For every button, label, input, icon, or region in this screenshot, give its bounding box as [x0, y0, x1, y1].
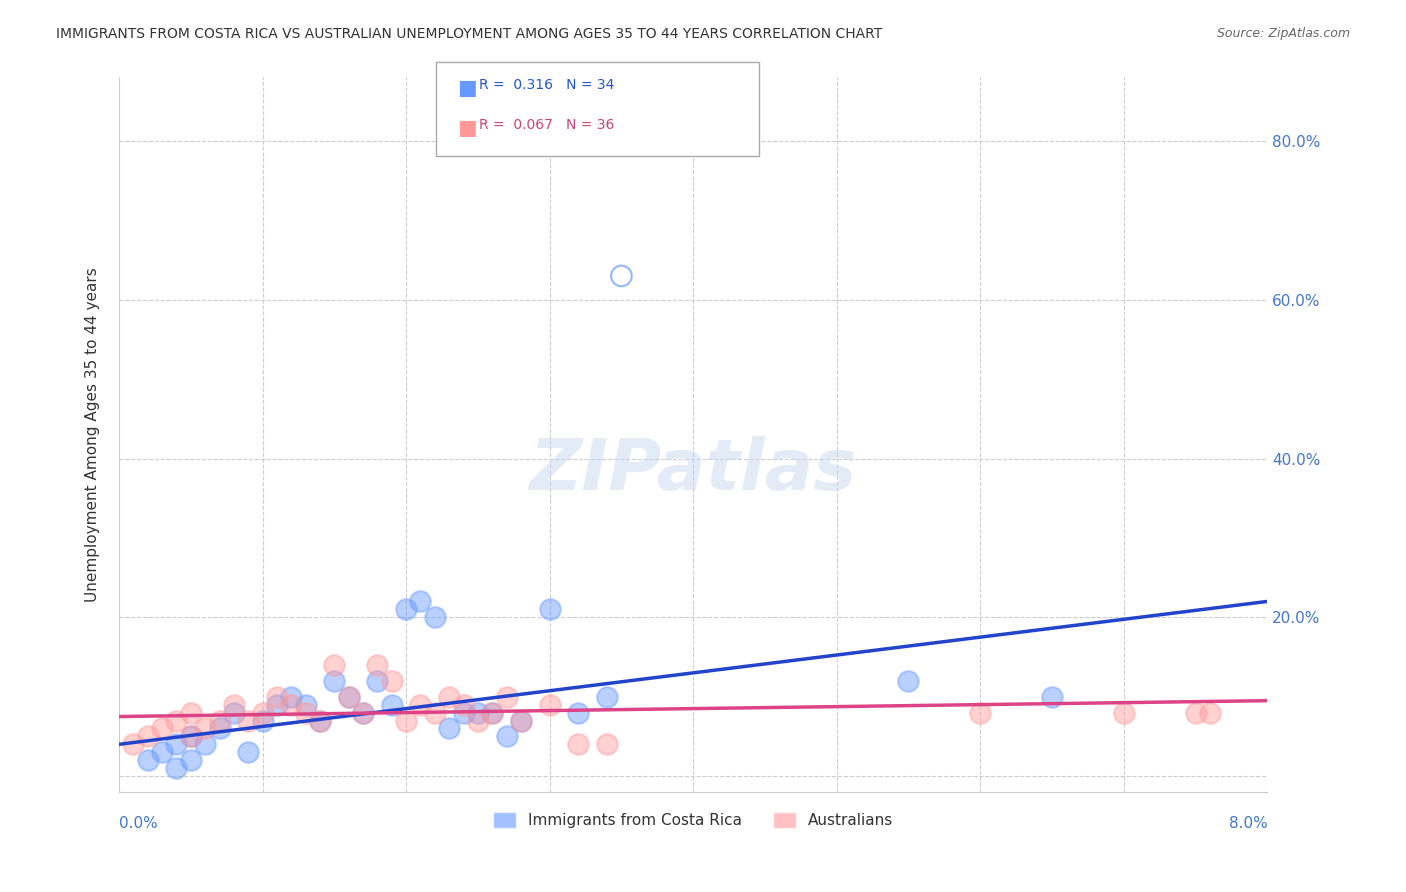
Point [481, 706, 503, 720]
Point [538, 602, 561, 616]
Point [423, 706, 446, 720]
Point [1040, 690, 1063, 704]
Point [381, 673, 404, 688]
Point [150, 745, 173, 759]
Point [453, 698, 475, 712]
Point [122, 737, 145, 751]
Point [596, 737, 619, 751]
Point [238, 714, 260, 728]
Point [538, 698, 561, 712]
Point [208, 722, 231, 736]
Point [150, 722, 173, 736]
Point [266, 698, 288, 712]
Legend: Immigrants from Costa Rica, Australians: Immigrants from Costa Rica, Australians [486, 806, 900, 834]
Text: 0.0%: 0.0% [120, 816, 157, 830]
Point [309, 714, 332, 728]
Point [337, 690, 360, 704]
Point [366, 673, 388, 688]
Point [252, 706, 274, 720]
Text: ■: ■ [457, 78, 477, 97]
Point [567, 706, 589, 720]
Point [409, 594, 432, 608]
Point [222, 706, 245, 720]
Point [180, 730, 202, 744]
Point [166, 737, 188, 751]
Point [208, 714, 231, 728]
Point [352, 706, 374, 720]
Point [136, 753, 159, 767]
Text: R =  0.316   N = 34: R = 0.316 N = 34 [479, 78, 614, 93]
Text: ZIPatlas: ZIPatlas [530, 436, 856, 505]
Text: 8.0%: 8.0% [1229, 816, 1267, 830]
Point [1199, 706, 1222, 720]
Point [437, 690, 460, 704]
Point [294, 698, 316, 712]
Point [166, 714, 188, 728]
Point [323, 657, 346, 672]
Point [453, 706, 475, 720]
Point [495, 690, 517, 704]
Point [969, 706, 991, 720]
Text: IMMIGRANTS FROM COSTA RICA VS AUSTRALIAN UNEMPLOYMENT AMONG AGES 35 TO 44 YEARS : IMMIGRANTS FROM COSTA RICA VS AUSTRALIAN… [56, 27, 883, 41]
Point [1112, 706, 1135, 720]
Point [309, 714, 332, 728]
Point [467, 714, 489, 728]
Point [222, 698, 245, 712]
Text: Source: ZipAtlas.com: Source: ZipAtlas.com [1216, 27, 1350, 40]
Point [395, 714, 418, 728]
Point [252, 714, 274, 728]
Point [437, 722, 460, 736]
Point [136, 730, 159, 744]
Point [366, 657, 388, 672]
Point [897, 673, 920, 688]
Point [194, 722, 217, 736]
Point [266, 690, 288, 704]
Point [510, 714, 533, 728]
Point [467, 706, 489, 720]
Point [337, 690, 360, 704]
Point [180, 706, 202, 720]
Text: R =  0.067   N = 36: R = 0.067 N = 36 [479, 118, 614, 132]
Point [194, 737, 217, 751]
Point [323, 673, 346, 688]
Point [352, 706, 374, 720]
Point [481, 706, 503, 720]
Point [280, 698, 302, 712]
Point [238, 745, 260, 759]
Text: ■: ■ [457, 118, 477, 137]
Point [596, 690, 619, 704]
Point [409, 698, 432, 712]
Point [180, 730, 202, 744]
Point [294, 706, 316, 720]
Point [280, 690, 302, 704]
Point [1184, 706, 1206, 720]
Point [381, 698, 404, 712]
Y-axis label: Unemployment Among Ages 35 to 44 years: Unemployment Among Ages 35 to 44 years [86, 268, 100, 602]
Point [166, 761, 188, 775]
Point [610, 268, 633, 283]
Point [180, 753, 202, 767]
Point [495, 730, 517, 744]
Point [423, 610, 446, 624]
Point [510, 714, 533, 728]
Point [395, 602, 418, 616]
Point [567, 737, 589, 751]
